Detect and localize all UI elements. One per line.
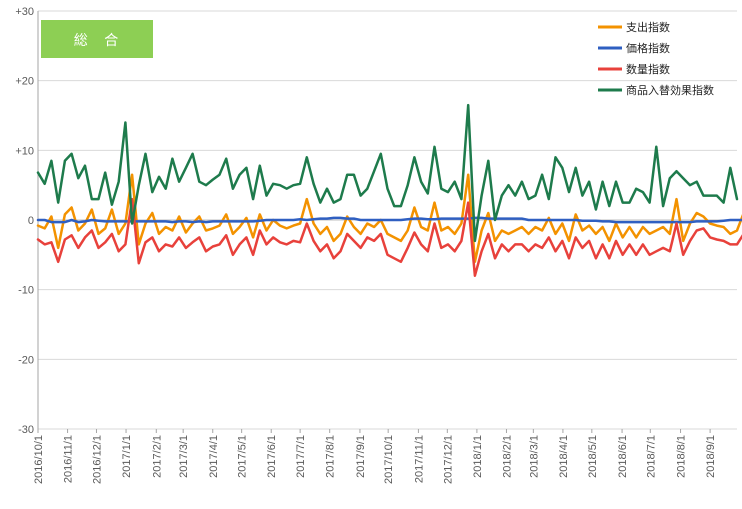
y-axis: +30 +20 +10 0 -10 -20 -30 [15, 6, 39, 436]
y-tick-label: -20 [18, 354, 34, 366]
series-line-product_switch [36, 103, 739, 243]
x-tick-label: 2018/3/1 [528, 435, 540, 478]
x-tick-label: 2016/10/1 [33, 435, 45, 484]
series-line-price [36, 216, 742, 224]
y-tick-label: 0 [28, 215, 34, 227]
y-tick-label: +10 [15, 145, 34, 157]
legend-label-price: 価格指数 [626, 41, 670, 55]
x-tick-label: 2017/1/1 [121, 435, 133, 478]
x-tick-label: 2017/7/1 [295, 435, 307, 478]
legend-label-quantity: 数量指数 [626, 62, 670, 76]
x-tick-label: 2017/3/1 [178, 435, 190, 478]
x-tick-label: 2016/11/1 [63, 435, 75, 483]
legend-label-expenditure: 支出指数 [626, 20, 670, 34]
title-badge: 総 合 [41, 20, 153, 58]
x-axis: 2016/10/1 2016/11/1 2016/12/1 2017/1/1 2017/… [33, 429, 717, 484]
chart-title: 総 合 [74, 33, 124, 49]
title-badge-bg [41, 20, 153, 58]
x-tick-label: 2017/4/1 [208, 435, 220, 478]
x-tick-label: 2018/7/1 [645, 435, 657, 478]
x-tick-label: 2017/5/1 [237, 435, 249, 478]
y-tick-label: -30 [18, 424, 34, 436]
plot-area [36, 103, 742, 277]
series-line-quantity [36, 197, 742, 277]
y-tick-label: +30 [15, 6, 34, 18]
x-tick-label: 2017/10/1 [383, 435, 395, 484]
x-tick-label: 2017/2/1 [151, 435, 163, 478]
y-tick-label: -10 [18, 285, 34, 297]
series-line-expenditure [36, 173, 742, 264]
x-tick-label: 2017/6/1 [266, 435, 278, 478]
x-tick-label: 2018/5/1 [587, 435, 599, 478]
x-tick-label: 2018/6/1 [617, 435, 629, 478]
x-tick-label: 2017/11/1 [413, 435, 425, 483]
x-tick-label: 2018/2/1 [501, 435, 513, 478]
x-tick-label: 2018/8/1 [676, 435, 688, 478]
legend-label-product_switch: 商品入替効果指数 [626, 83, 714, 97]
x-tick-label: 2018/4/1 [558, 435, 570, 478]
y-tick-label: +20 [15, 76, 34, 88]
x-tick-label: 2016/12/1 [91, 435, 103, 484]
x-tick-label: 2018/1/1 [472, 435, 484, 478]
x-tick-label: 2018/9/1 [705, 435, 717, 478]
x-tick-label: 2017/8/1 [325, 435, 337, 478]
x-tick-label: 2017/12/1 [442, 435, 454, 484]
x-tick-label: 2017/9/1 [355, 435, 367, 478]
